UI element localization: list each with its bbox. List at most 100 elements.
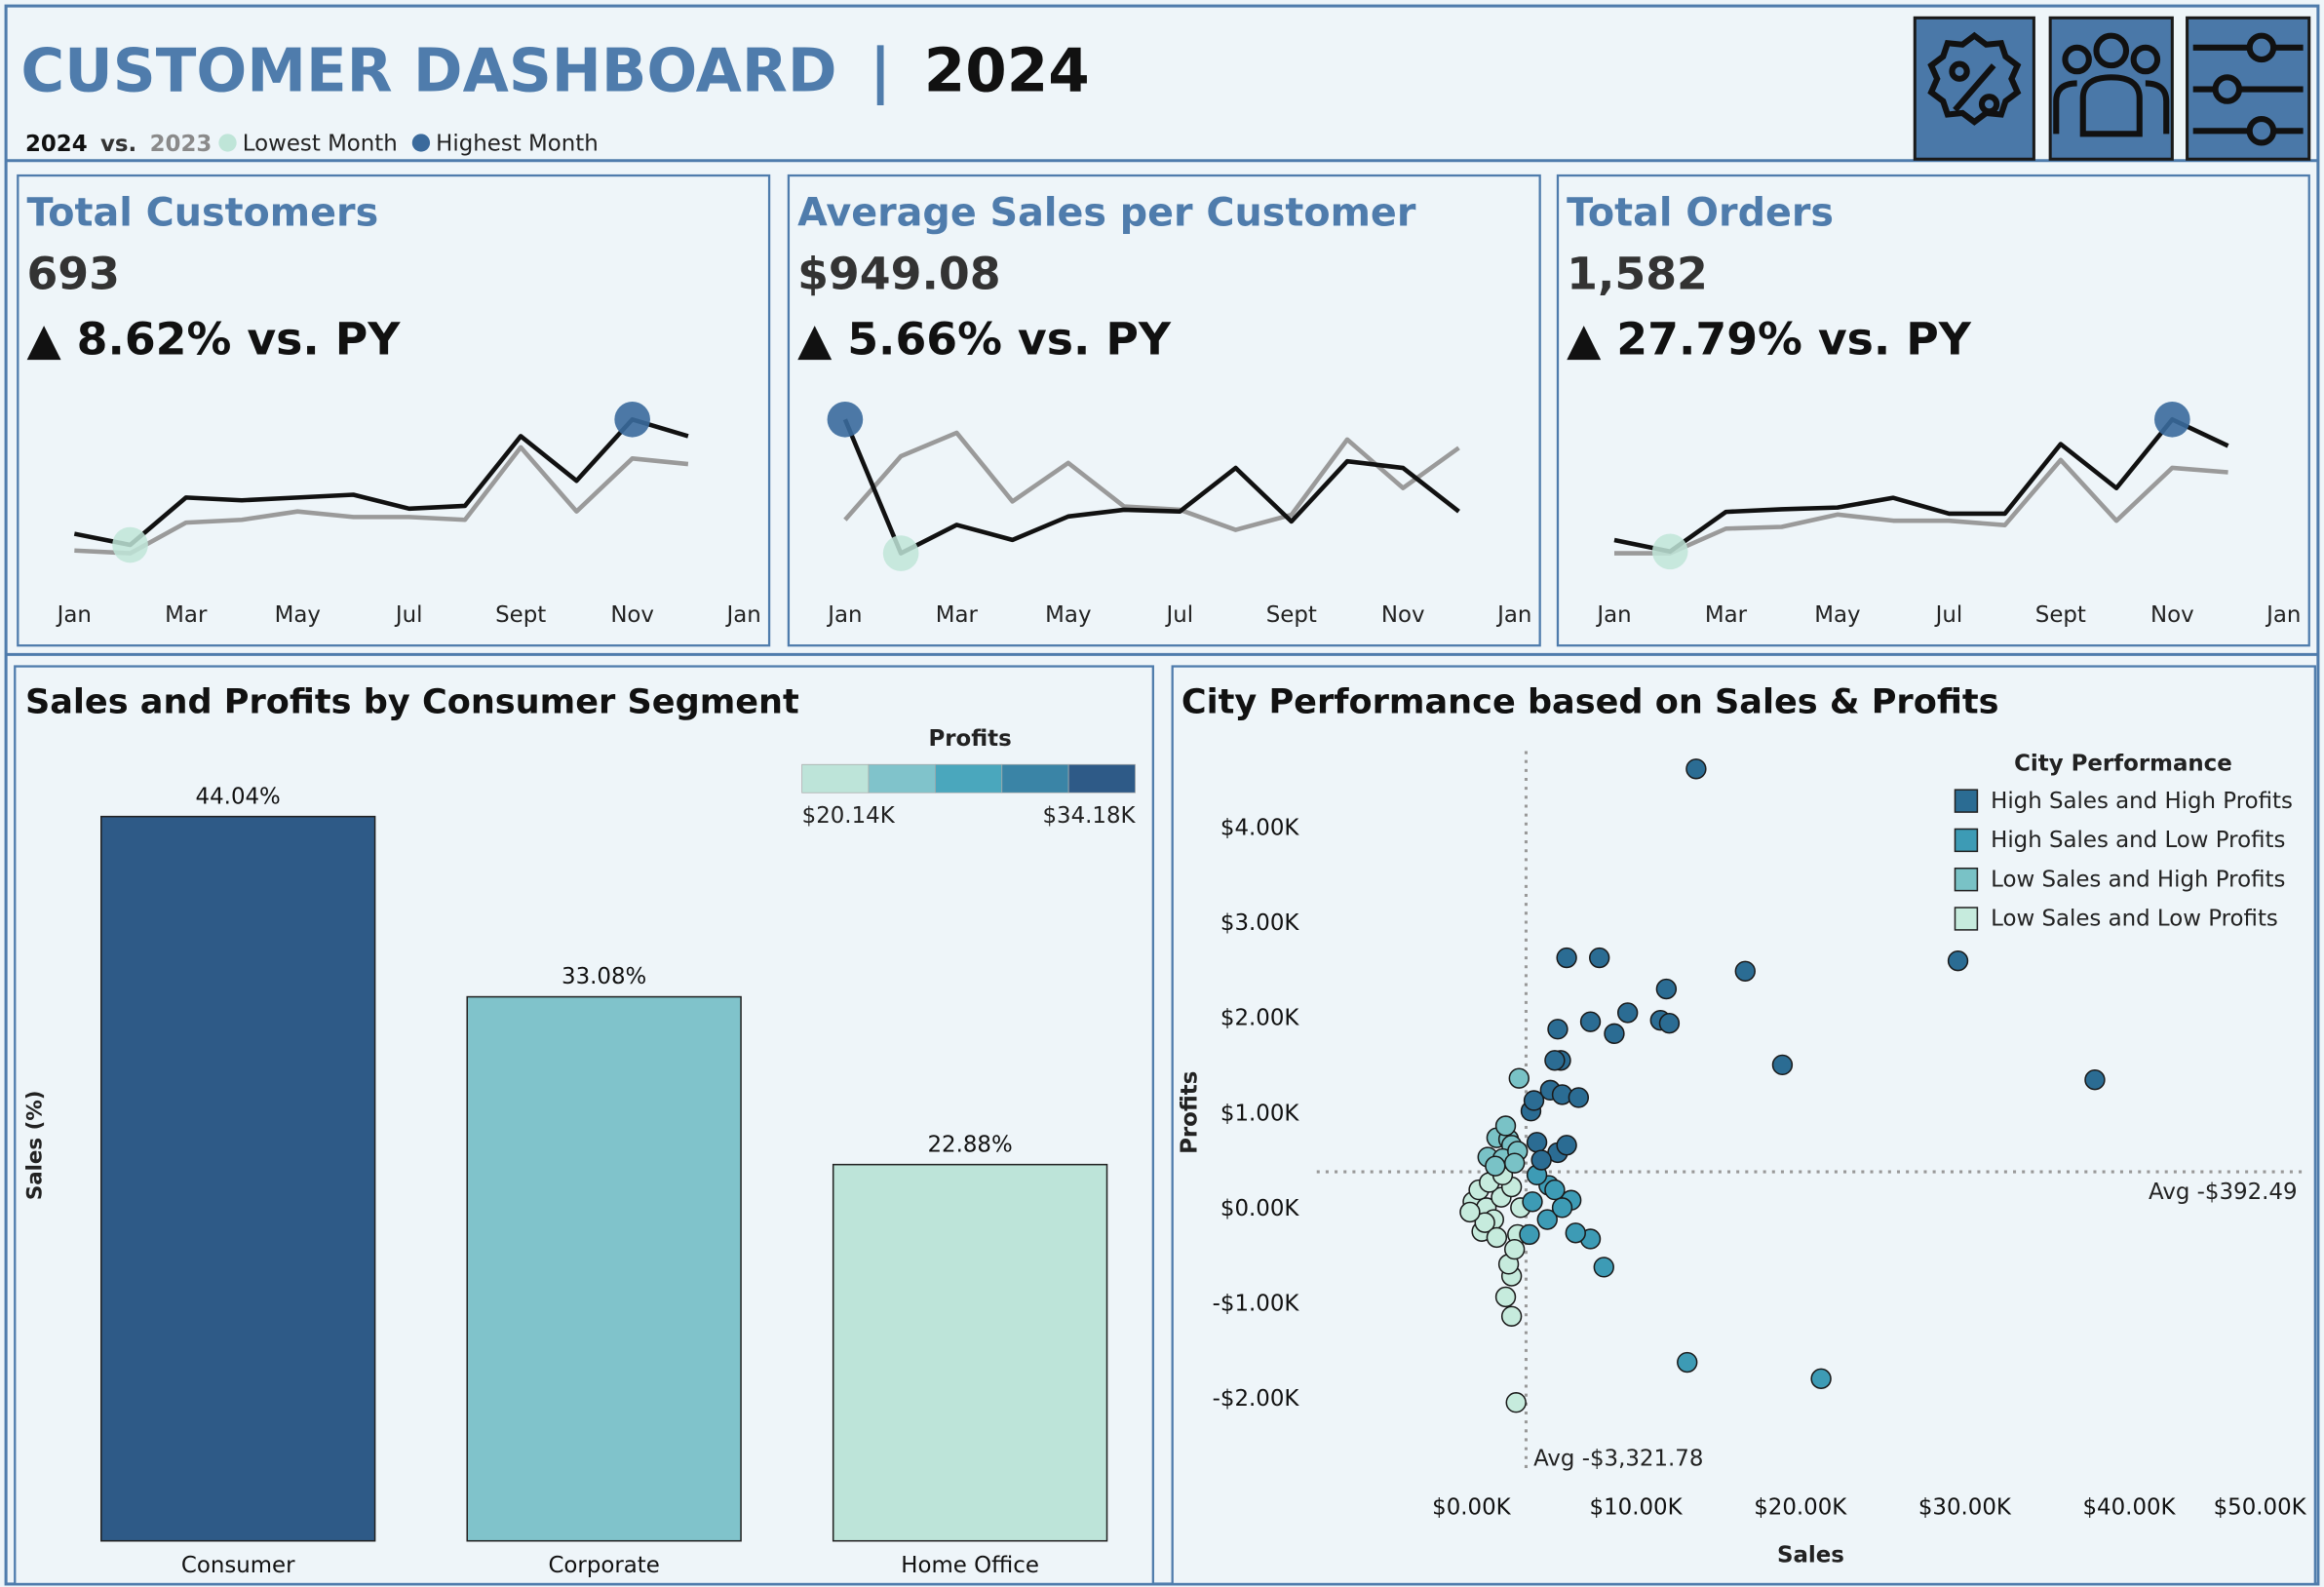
- x-tick-label: Nov: [1381, 602, 1425, 628]
- x-tick-label: $30.00K: [1918, 1495, 2012, 1521]
- highest-month-marker: [2154, 401, 2190, 438]
- x-tick-label: $50.00K: [2214, 1495, 2307, 1521]
- reference-label: Avg -$392.49: [2149, 1180, 2298, 1205]
- bar: [466, 995, 742, 1542]
- panel: [1171, 665, 2316, 1586]
- x-tick-label: Sept: [2035, 602, 2086, 628]
- x-tick-label: Jul: [1934, 602, 1963, 628]
- line: [842, 418, 1460, 556]
- point: [1593, 1257, 1614, 1278]
- icon-part[interactable]: [2093, 32, 2130, 69]
- point: [1544, 1179, 1566, 1201]
- kpi-title: Total Orders: [1567, 191, 1834, 236]
- point: [2084, 1069, 2106, 1091]
- legend-min: $20.14K: [802, 803, 896, 829]
- y-tick-label: -$2.00K: [1213, 1386, 1300, 1412]
- icon-part[interactable]: [2130, 44, 2161, 75]
- legend-label: Low Sales and Low Profits: [1991, 907, 2278, 932]
- bar: [832, 1163, 1108, 1542]
- bar: [100, 815, 376, 1542]
- legend-swatch: [801, 763, 870, 794]
- y-tick-label: $1.00K: [1220, 1101, 1299, 1126]
- point: [1526, 1132, 1548, 1153]
- legend-swatch: [1954, 789, 1979, 813]
- x-tick-label: May: [1814, 602, 1860, 628]
- line: [843, 430, 1460, 532]
- icon-part[interactable]: [1949, 60, 1970, 82]
- line: [1613, 416, 2229, 555]
- point: [1494, 1286, 1517, 1308]
- point: [1486, 1226, 1508, 1249]
- x-tick-label: May: [275, 602, 321, 628]
- icon-part[interactable]: [2246, 32, 2277, 63]
- line: [74, 445, 689, 556]
- y-axis-title: Sales (%): [23, 1091, 48, 1201]
- kpi-value: $949.08: [797, 248, 1000, 299]
- highest-month-marker: [827, 401, 864, 438]
- x-tick-label: Mar: [1705, 602, 1748, 628]
- customers-button[interactable]: [2048, 16, 2174, 161]
- legend-vs: vs.: [100, 132, 136, 157]
- x-tick-label: Jan: [56, 602, 92, 628]
- point: [1556, 1135, 1577, 1156]
- x-tick-label: $20.00K: [1754, 1495, 1847, 1521]
- legend-swatch: [1954, 907, 1979, 931]
- legend-swatch: [1067, 763, 1136, 794]
- x-tick-label: Jan: [826, 602, 862, 628]
- point: [1771, 1054, 1794, 1076]
- y-tick-label: $2.00K: [1220, 1006, 1299, 1031]
- icon-part[interactable]: [2062, 44, 2092, 75]
- kpi-title: Average Sales per Customer: [797, 191, 1416, 236]
- x-tick-label: Jul: [1165, 602, 1194, 628]
- x-tick-label: Mar: [165, 602, 208, 628]
- legend-previous: 2023: [150, 132, 213, 157]
- point: [1522, 1191, 1543, 1213]
- filter-button[interactable]: [2186, 16, 2311, 161]
- legend-label: Highest Month: [436, 132, 599, 157]
- icon-part[interactable]: [2053, 74, 2170, 137]
- point: [1504, 1152, 1526, 1174]
- point: [1579, 1011, 1602, 1032]
- icon-part[interactable]: [1953, 63, 1996, 112]
- value-label: 33.08%: [562, 964, 646, 989]
- badge-icon[interactable]: [1927, 31, 2022, 126]
- icon-part[interactable]: [2246, 116, 2277, 146]
- legend-label: Lowest Month: [243, 132, 398, 157]
- legend-max: $34.18K: [1042, 803, 1136, 829]
- point: [1508, 1067, 1530, 1089]
- x-tick-label: Nov: [2150, 602, 2194, 628]
- point: [1523, 1090, 1545, 1111]
- icon-part[interactable]: [1978, 94, 2000, 115]
- legend-swatch: [411, 134, 431, 152]
- point: [1617, 1002, 1639, 1024]
- lowest-month-marker: [882, 535, 919, 571]
- point: [1459, 1201, 1481, 1223]
- point: [1536, 1209, 1558, 1230]
- percent-button[interactable]: [1913, 16, 2035, 161]
- icon-part[interactable]: [2212, 74, 2243, 104]
- point: [1947, 949, 1969, 972]
- point: [1551, 1197, 1573, 1219]
- button-bg[interactable]: [2048, 16, 2174, 161]
- point: [1504, 1238, 1526, 1260]
- chart-title: City Performance based on Sales & Profit…: [1181, 682, 1999, 722]
- kpi-value: 693: [26, 248, 120, 299]
- lowest-month-marker: [1651, 533, 1688, 570]
- x-axis-title: Sales: [1777, 1542, 1844, 1568]
- x-tick-label: Jan: [1595, 602, 1631, 628]
- lowest-month-marker: [112, 526, 148, 563]
- title-year: 2024: [924, 36, 1090, 105]
- point: [1530, 1149, 1552, 1171]
- legend-swatch: [1954, 867, 1979, 892]
- x-tick-label: $40.00K: [2083, 1495, 2177, 1521]
- kpi-value: 1,582: [1567, 248, 1708, 299]
- x-tick-label: Jan: [2265, 602, 2301, 628]
- point: [1568, 1087, 1590, 1108]
- point: [1565, 1222, 1586, 1244]
- y-tick-label: $0.00K: [1220, 1196, 1299, 1221]
- point: [1474, 1212, 1495, 1233]
- x-tick-label: May: [1045, 602, 1091, 628]
- value-label: 44.04%: [196, 784, 281, 809]
